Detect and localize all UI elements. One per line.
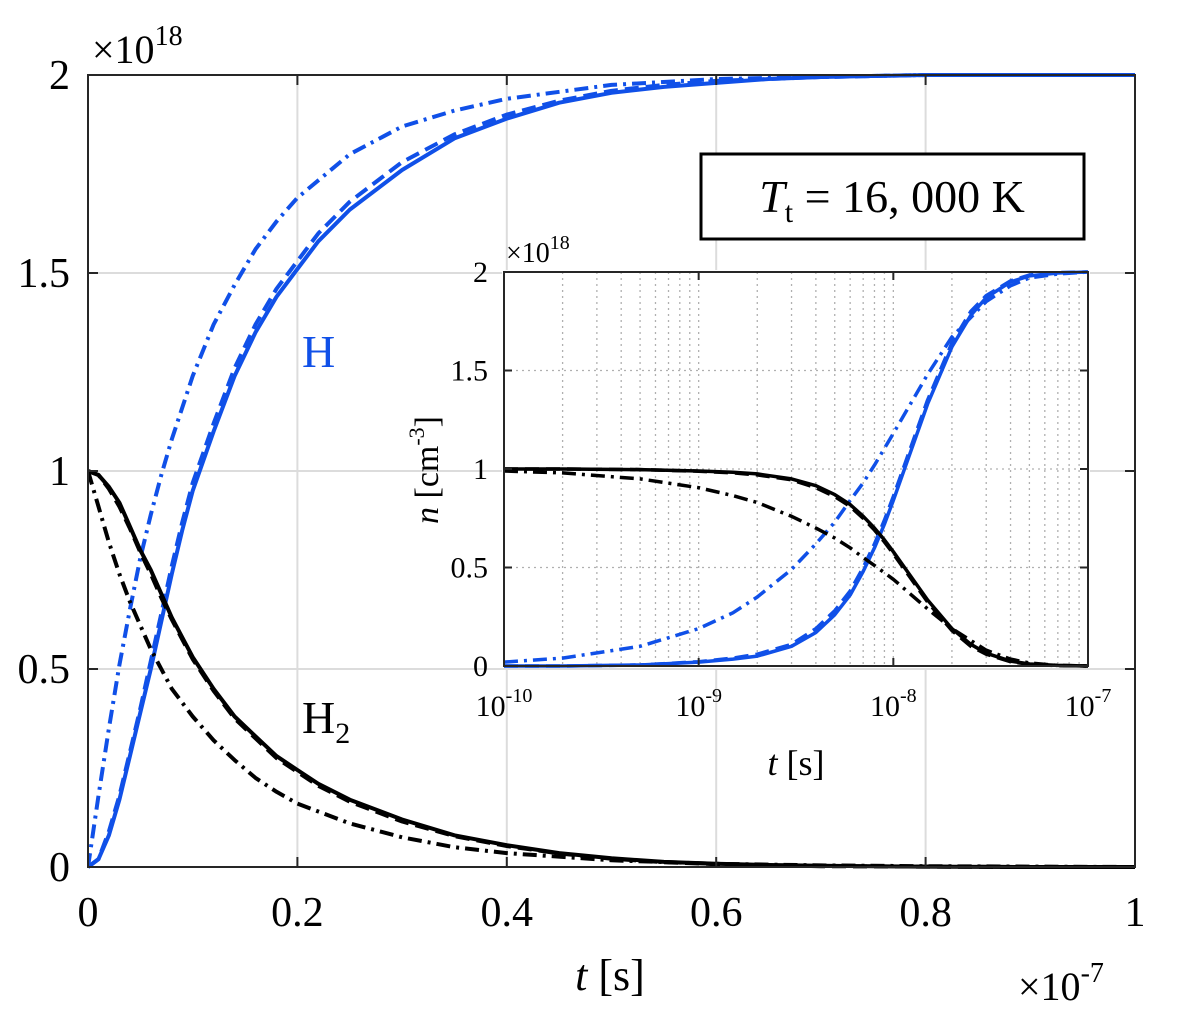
main-series [88, 73, 1135, 869]
inset-y-tick-label: 0 [473, 650, 488, 683]
inset-y-multiplier: ×1018 [506, 232, 570, 269]
inset-y-tick-label: 1 [473, 453, 488, 486]
inset-series-h2-dashdot [504, 469, 1088, 668]
x-tick-label: 0.2 [271, 890, 324, 936]
inset-y-tick-label: 2 [473, 256, 488, 289]
x-axis-label: t [s] [575, 951, 645, 1000]
x-tick-label: 1 [1125, 890, 1146, 936]
inset-series-h-dashed [504, 270, 1088, 668]
temperature-annotation-box [699, 152, 1086, 241]
y-tick-label: 2 [49, 53, 70, 99]
inset-x-axis-label: t [s] [767, 743, 824, 783]
inset-x-tick-label: 10-9 [675, 685, 722, 723]
temperature-annotation: Tt = 16, 000 K [759, 171, 1025, 229]
inset-y-tick-label: 1.5 [451, 355, 489, 388]
inset-x-tick-label: 10-7 [1065, 685, 1112, 723]
inset-chart: 0 0.5 1 1.5 2 10-10 10-9 10-8 10-7 ×1018 t [s] n [c… [404, 232, 1111, 783]
labels: Tt = 16, 000 K H H2 [302, 152, 1086, 750]
main-series-h-dashed [88, 73, 1135, 869]
y-tick-label: 1 [49, 449, 70, 495]
x-tick-label: 0.4 [481, 890, 534, 936]
inset-x-tick-label: 10-8 [870, 685, 917, 723]
y-tick-label: 0 [49, 845, 70, 891]
x-multiplier: ×10-7 [1018, 958, 1104, 1009]
main-axes: 0 0.2 0.4 0.6 0.8 1 0 0.5 1 1.5 2 ×1018 ×10-7 t [s] [18, 21, 1146, 1009]
inset-y-axis-label: n [cm-3] [404, 416, 446, 524]
species-label-h2: H2 [302, 692, 350, 750]
inset-series-h2-dashed [504, 467, 1088, 668]
main-series-group [88, 73, 1135, 869]
inset-x-tick-label: 10-10 [476, 685, 533, 723]
main-series-h2-dashed [88, 469, 1135, 869]
inset-series-h-dashdot [504, 270, 1088, 664]
species-label-h: H [302, 326, 335, 377]
inset-series-group [504, 270, 1088, 668]
y-tick-label: 1.5 [18, 251, 71, 297]
x-tick-label: 0 [78, 890, 99, 936]
x-tick-label: 0.8 [899, 890, 952, 936]
inset-y-tick-label: 0.5 [451, 552, 489, 585]
x-tick-label: 0.6 [690, 890, 743, 936]
y-multiplier: ×1018 [92, 21, 183, 72]
y-tick-label: 0.5 [18, 647, 71, 693]
